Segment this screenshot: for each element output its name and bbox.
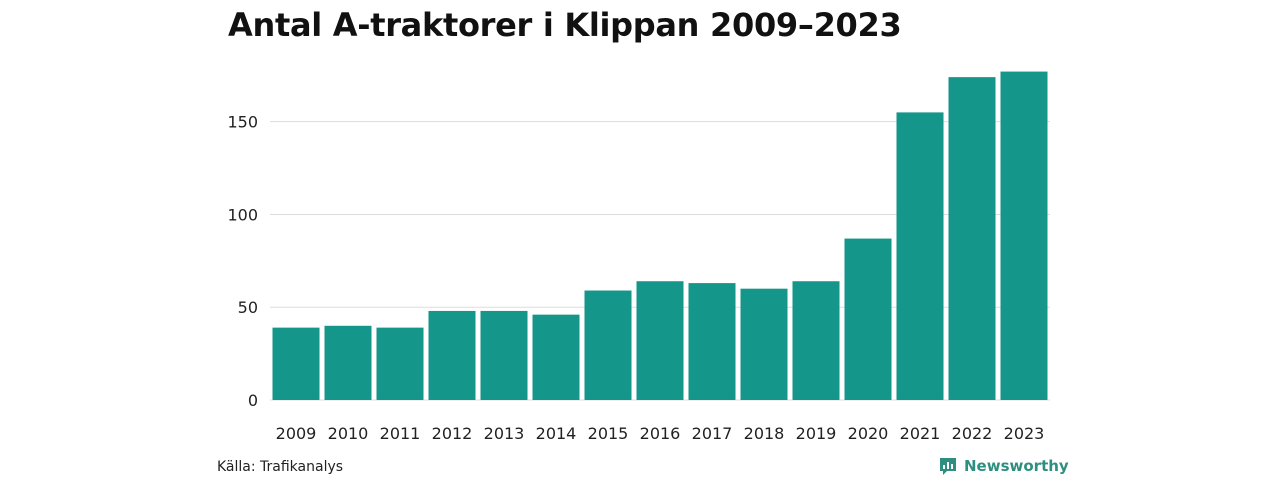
bar-2012 — [428, 310, 476, 400]
x-tick-label: 2012 — [432, 424, 473, 443]
x-tick-label: 2010 — [328, 424, 369, 443]
brand-logo: Newsworthy — [938, 456, 1069, 476]
source-note: Källa: Trafikanalys — [217, 459, 344, 475]
bar-2023 — [1000, 71, 1048, 400]
x-tick-label: 2023 — [1004, 424, 1045, 443]
bar-2016 — [636, 281, 684, 400]
newsworthy-logo-icon — [940, 458, 956, 475]
x-tick-label: 2019 — [796, 424, 837, 443]
bar-2011 — [376, 327, 424, 400]
x-tick-label: 2014 — [536, 424, 577, 443]
chart-title: Antal A-traktorer i Klippan 2009–2023 — [228, 6, 902, 44]
x-tick-label: 2013 — [484, 424, 525, 443]
x-tick-label: 2011 — [380, 424, 421, 443]
bars — [272, 71, 1048, 400]
x-tick-label: 2022 — [952, 424, 993, 443]
brand-name: Newsworthy — [964, 457, 1069, 475]
y-tick-label: 50 — [238, 298, 258, 317]
bar-2014 — [532, 314, 580, 400]
bar-2020 — [844, 238, 892, 400]
bar-2013 — [480, 310, 528, 400]
x-tick-label: 2020 — [848, 424, 889, 443]
bar-2019 — [792, 281, 840, 400]
bar-2010 — [324, 325, 372, 400]
bar-2018 — [740, 288, 788, 400]
bar-2017 — [688, 283, 736, 400]
bar-2021 — [896, 112, 944, 400]
x-tick-label: 2016 — [640, 424, 681, 443]
y-tick-label: 0 — [248, 391, 258, 410]
x-tick-label: 2015 — [588, 424, 629, 443]
bar-2022 — [948, 77, 996, 400]
x-axis-ticks: 2009 2010 2011 2012 2013 2014 2015 2016 2017 2018… — [276, 424, 1045, 443]
y-tick-label: 150 — [227, 113, 258, 132]
bar-2015 — [584, 290, 632, 400]
x-tick-label: 2009 — [276, 424, 317, 443]
x-tick-label: 2021 — [900, 424, 941, 443]
x-tick-label: 2017 — [692, 424, 733, 443]
bar-2009 — [272, 327, 320, 400]
y-axis-ticks: 0 50 100 150 — [227, 113, 258, 410]
x-tick-label: 2018 — [744, 424, 785, 443]
y-tick-label: 100 — [227, 205, 258, 224]
